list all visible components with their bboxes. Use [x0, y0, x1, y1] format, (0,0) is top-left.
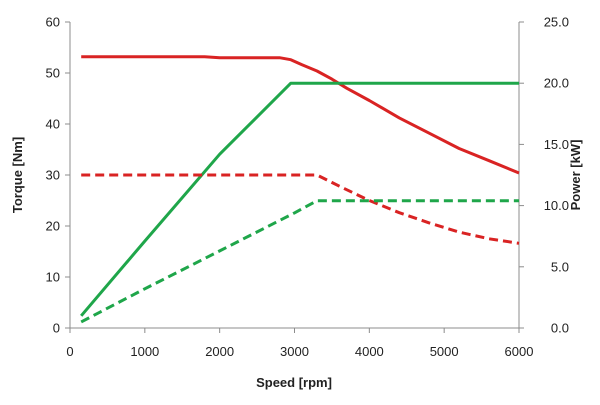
x-tick-label: 5000: [430, 344, 459, 359]
y-left-tick-label: 10: [46, 270, 60, 285]
tick-labels: 0 1000 2000 3000 4000 5000 6000 0 10 20 30 40 50 60 0.…: [46, 15, 569, 360]
x-tick-label: 3000: [280, 344, 309, 359]
x-tick-label: 6000: [505, 344, 534, 359]
y-right-tick-label: 20.0: [544, 76, 569, 91]
y-right-tick-label: 15.0: [544, 137, 569, 152]
y-axis-left-title: Torque [Nm]: [10, 137, 25, 213]
y-left-tick-label: 60: [46, 15, 60, 30]
y-left-tick-label: 40: [46, 117, 60, 132]
power-solid-line: [80, 81, 519, 317]
y-left-tick-label: 20: [46, 219, 60, 234]
y-left-tick-label: 30: [46, 168, 60, 183]
y-axis-right-title: Power [kW]: [568, 140, 583, 211]
axes: [65, 21, 524, 333]
series-layer: [80, 55, 520, 324]
y-left-tick-label: 0: [53, 321, 60, 336]
torque-dashed-line: [81, 173, 520, 245]
y-right-tick-label: 5.0: [551, 259, 569, 274]
x-tick-label: 4000: [355, 344, 384, 359]
x-axis-title: Speed [rpm]: [256, 375, 332, 390]
x-tick-label: 0: [66, 344, 73, 359]
torque-solid-line: [81, 55, 520, 175]
y-right-tick-label: 10.0: [544, 198, 569, 213]
x-tick-label: 1000: [130, 344, 159, 359]
y-right-tick-label: 0.0: [551, 321, 569, 336]
power-dashed-line: [80, 199, 519, 324]
y-left-tick-label: 50: [46, 66, 60, 81]
x-tick-label: 2000: [205, 344, 234, 359]
y-right-tick-label: 25.0: [544, 15, 569, 30]
